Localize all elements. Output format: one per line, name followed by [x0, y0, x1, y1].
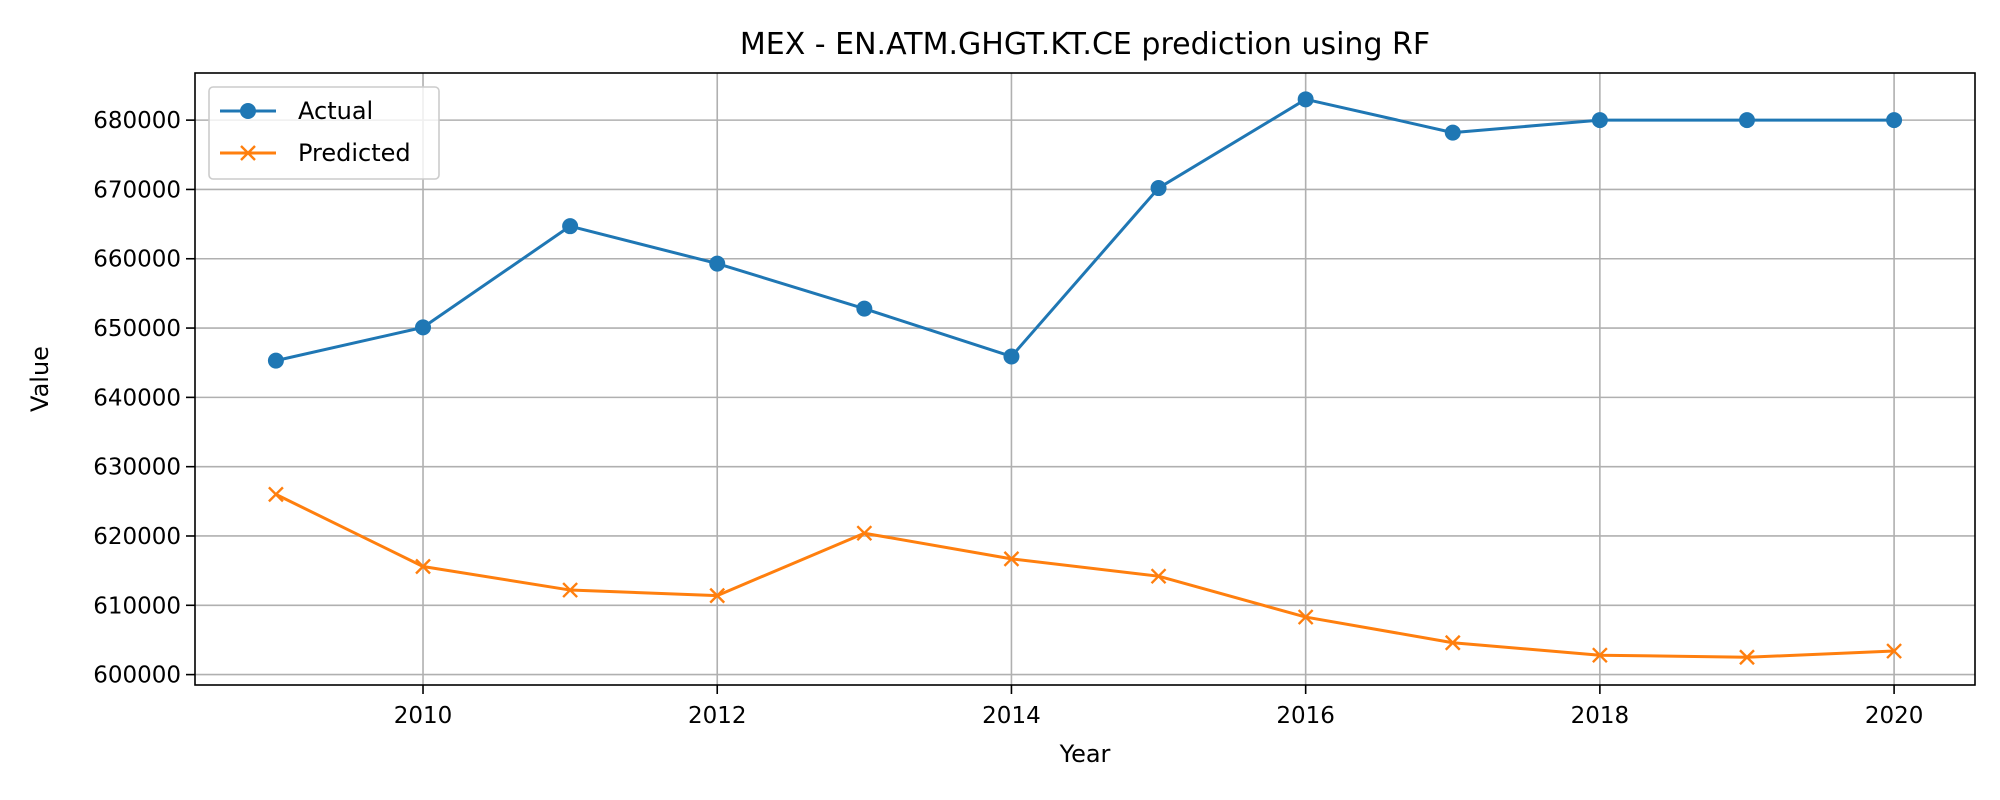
actual-point [1738, 112, 1755, 129]
actual-point [1591, 112, 1608, 129]
chart-title: MEX - EN.ATM.GHGT.KT.CE prediction using… [740, 27, 1430, 62]
actual-point [562, 218, 579, 235]
x-tick-label: 2014 [982, 703, 1041, 729]
predicted-point [1444, 634, 1461, 651]
x-tick-label: 2018 [1571, 703, 1630, 729]
actual-point [1003, 348, 1020, 365]
predicted-point [1003, 551, 1020, 567]
x-tick-label: 2012 [688, 703, 747, 729]
x-tick-label: 2016 [1276, 703, 1335, 729]
legend-item-actual: Actual [220, 97, 373, 125]
actual-point [1297, 91, 1314, 108]
x-tick-label: 2010 [394, 703, 453, 729]
legend-item-predicted: Predicted [220, 139, 411, 167]
ticks: 2010 2012 2014 2016 2018 2020 600000 610000 6200… [93, 108, 1923, 729]
y-tick-label: 610000 [93, 593, 181, 619]
y-tick-label: 600000 [93, 663, 181, 689]
y-tick-label: 660000 [93, 247, 181, 273]
actual-point [415, 319, 432, 336]
grid [195, 73, 1975, 685]
predicted-series [268, 486, 1902, 666]
predicted-point [1592, 647, 1608, 664]
y-tick-label: 670000 [93, 177, 181, 203]
y-tick-label: 620000 [93, 524, 181, 550]
actual-line [275, 97, 1895, 363]
predicted-point [856, 525, 873, 542]
y-axis-label: Value [26, 346, 54, 412]
y-tick-label: 630000 [93, 455, 181, 481]
actual-point [709, 255, 726, 272]
plot-frame [194, 72, 1976, 686]
legend-label: Predicted [298, 139, 411, 167]
legend-label: Actual [298, 97, 373, 125]
predicted-point [1886, 643, 1902, 659]
predicted-point [709, 587, 726, 604]
actual-point [267, 352, 284, 369]
x-tick-label: 2020 [1865, 703, 1924, 729]
series-layer [267, 91, 1903, 666]
actual-point [1886, 112, 1903, 129]
predicted-point [268, 486, 284, 503]
actual-series [267, 91, 1903, 369]
predicted-point [1150, 568, 1167, 585]
actual-point [856, 300, 873, 317]
y-tick-label: 680000 [93, 108, 181, 134]
y-tick-label: 640000 [93, 385, 181, 411]
predicted-point [1297, 609, 1314, 625]
x-axis-label: Year [1059, 740, 1111, 768]
legend-predicted-point [240, 145, 256, 161]
legend-actual-point [240, 103, 256, 119]
actual-point [1150, 180, 1167, 197]
predicted-point [562, 582, 578, 598]
actual-point [1444, 124, 1461, 141]
predicted-point [415, 558, 431, 575]
predicted-line [275, 493, 1895, 659]
legend: Actual Predicted [208, 86, 440, 180]
y-tick-label: 650000 [93, 316, 181, 342]
predicted-point [1739, 649, 1755, 666]
